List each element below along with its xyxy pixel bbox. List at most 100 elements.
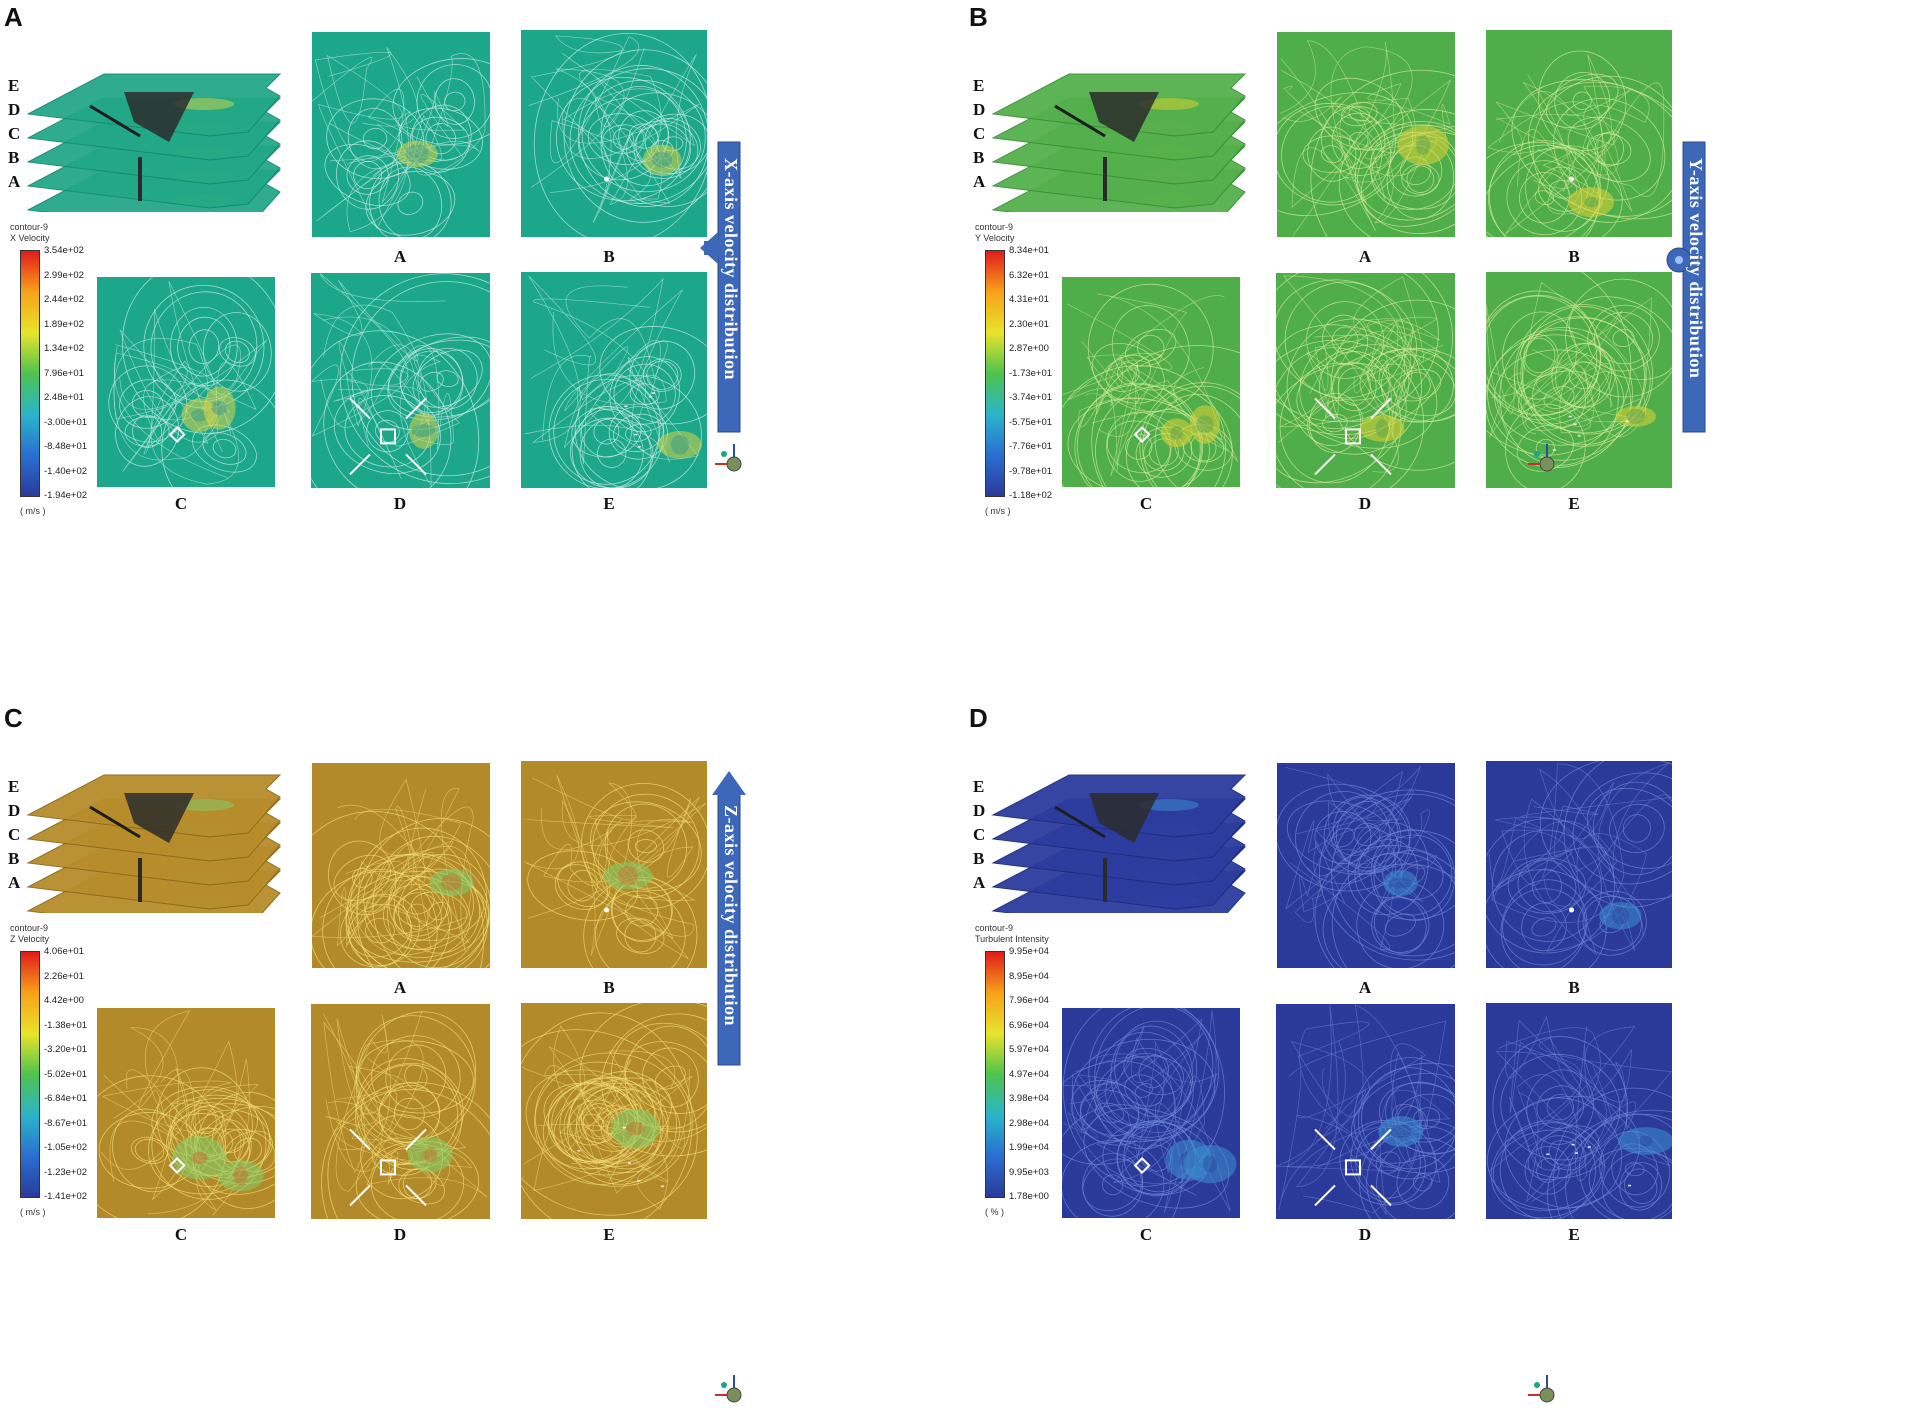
layer-stack-graphic	[991, 73, 1247, 233]
slice-label-a: A	[1358, 978, 1372, 997]
layer-label-c: C	[973, 124, 986, 143]
axis-arrow: X-axis velocity distribution	[700, 138, 760, 438]
slice-e	[1486, 1003, 1672, 1219]
contour-map	[521, 272, 707, 488]
slice-label-a: A	[393, 247, 407, 266]
colorbar-tick: 2.48e+01	[44, 392, 84, 403]
layer-label-a: A	[973, 873, 986, 892]
layer-label-e: E	[973, 777, 985, 796]
contour-map	[521, 761, 707, 968]
slice-c	[97, 277, 275, 487]
layer-label-c: C	[973, 825, 986, 844]
axis-arrow-label: Z-axis velocity distribution	[721, 805, 741, 1027]
axis-arrow-label: X-axis velocity distribution	[721, 158, 741, 381]
layer-stack-graphic	[991, 774, 1247, 934]
contour-map	[311, 273, 490, 488]
colorbar-quantity: Y Velocity	[975, 233, 1015, 243]
contour-map	[1277, 32, 1455, 237]
slice-label-e: E	[603, 1225, 615, 1244]
colorbar-tick: 4.06e+01	[44, 946, 84, 957]
contour-map	[97, 1008, 275, 1218]
contour-blob	[1539, 761, 1672, 908]
slice-label-b: B	[603, 978, 615, 997]
contour-blob	[328, 840, 397, 916]
contour-blob	[569, 408, 654, 488]
colorbar-tick: -1.18e+02	[1009, 490, 1053, 501]
colorbar-quantity: Z Velocity	[10, 934, 50, 944]
contour-map	[521, 1003, 707, 1219]
layer-label-b: B	[973, 849, 985, 868]
slice-label-c: C	[174, 1225, 188, 1244]
colorbar-tick: -1.38e+01	[44, 1019, 88, 1031]
contour-blob	[371, 333, 490, 431]
axis-arrow-label: Y-axis velocity distribution	[1686, 158, 1706, 379]
panel-letter: C	[4, 703, 23, 733]
slice-label-d: D	[1358, 1225, 1372, 1244]
colorbar-unit: ( m/s )	[985, 506, 1011, 516]
slice-label-d: D	[1358, 494, 1372, 513]
colorbar-tick: 5.97e+04	[1009, 1044, 1049, 1055]
arrow-shape	[1666, 141, 1706, 433]
slice-d	[1276, 1004, 1455, 1219]
contour-blob	[398, 104, 483, 173]
rotor-blade-line	[1054, 805, 1106, 839]
rotor-blades	[124, 793, 194, 843]
slice-label-b: B	[1568, 978, 1580, 997]
contour-blob	[355, 1011, 477, 1143]
rotor-blades	[1089, 793, 1159, 843]
rotor-blade-line	[89, 104, 141, 138]
panel-letter: B	[969, 2, 988, 32]
colorbar-tick: 3.54e+02	[44, 245, 84, 256]
rotor-blades	[1089, 92, 1159, 142]
colorbar-title: contour-9	[975, 923, 1014, 933]
tower-mast	[1103, 157, 1107, 201]
colorbar-tick: 7.96e+01	[44, 367, 84, 379]
panel-letter: A	[4, 2, 23, 32]
slice-e	[521, 1003, 707, 1219]
slice-label-e: E	[1568, 494, 1580, 513]
colorbar-tick: -5.02e+01	[44, 1068, 88, 1080]
colorbar-tick: -5.75e+01	[1009, 416, 1053, 428]
slice-e	[1486, 272, 1672, 488]
colorbar-tick: 6.96e+04	[1009, 1019, 1049, 1031]
slice-c	[97, 1008, 275, 1218]
contour-map	[1486, 272, 1672, 488]
colorbar-tick: 1.99e+04	[1009, 1142, 1049, 1153]
colorbar-gradient	[20, 250, 40, 497]
tower-mast	[138, 858, 142, 902]
tower-mast	[138, 157, 142, 201]
colorbar-tick: -1.40e+02	[44, 465, 88, 477]
contour-blob	[392, 58, 490, 145]
axis-arrow: Z-axis velocity distribution	[700, 771, 760, 1071]
layer-label-a: A	[973, 172, 986, 191]
contour-map	[1486, 1003, 1672, 1219]
slice-d	[311, 273, 490, 488]
contour-map	[1062, 1008, 1240, 1218]
colorbar: contour-9 Y Velocity 8.34e+01 6.32e+01 4.31e…	[975, 222, 1065, 522]
colorbar-tick: 2.26e+01	[44, 970, 84, 982]
contour-blob	[521, 1012, 693, 1219]
colorbar-tick: 9.95e+03	[1009, 1166, 1049, 1178]
slice-a	[312, 763, 490, 968]
panel-letter: D	[969, 703, 988, 733]
colorbar-tick: -6.84e+01	[44, 1093, 88, 1104]
colorbar-tick: -1.73e+01	[1009, 367, 1053, 379]
layer-label-b: B	[8, 849, 20, 868]
colorbar-gradient	[985, 951, 1005, 1198]
axis-arrow: Y-axis velocity distribution	[1655, 138, 1715, 438]
colorbar-tick: 9.95e+04	[1009, 946, 1049, 957]
contour-map	[97, 277, 275, 487]
colorbar-tick: 4.42e+00	[44, 995, 84, 1006]
colorbar-gradient	[20, 951, 40, 1198]
layer-label-d: D	[973, 801, 986, 820]
colorbar-tick: 1.89e+02	[44, 318, 84, 330]
slice-b	[1486, 30, 1672, 237]
contour-map	[1486, 761, 1672, 968]
colorbar-tick: 2.98e+04	[1009, 1117, 1049, 1129]
slice-label-c: C	[1139, 494, 1153, 513]
slice-label-c: C	[1139, 1225, 1153, 1244]
layer-label-d: D	[8, 100, 21, 119]
slice-a	[1277, 32, 1455, 237]
